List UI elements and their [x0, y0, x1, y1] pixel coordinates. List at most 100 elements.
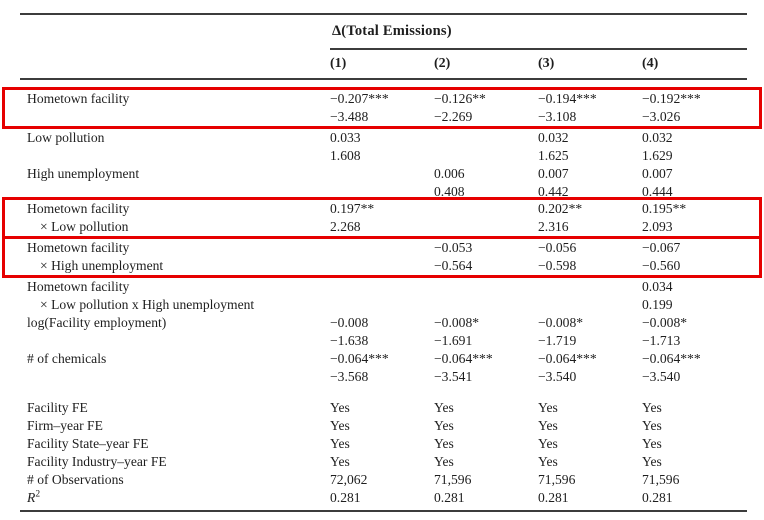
value-cell: −3.026: [642, 109, 681, 124]
value-cell: −1.638: [330, 333, 369, 348]
footer-row-group: Facility FE Yes Yes Yes Yes Firm–year FE Yes Ye…: [2, 399, 762, 507]
value-cell: −0.008*: [538, 315, 584, 330]
row-group: log(Facility employment) −0.008 −0.008* −0.…: [2, 314, 762, 350]
value-cell: Yes: [538, 436, 558, 451]
table-row: Low pollution 0.033 0.032 0.032: [5, 129, 759, 147]
value-cell: Yes: [642, 454, 662, 469]
value-cell: 71,596: [434, 472, 472, 487]
row-label: Hometown facility: [27, 240, 130, 255]
row-label: # of Observations: [27, 472, 124, 487]
value-cell: [538, 278, 642, 296]
value-cell: [434, 278, 538, 296]
value-cell: [434, 296, 538, 314]
value-cell: −0.560: [642, 258, 681, 273]
value-cell: Yes: [538, 400, 558, 415]
column-header: (1): [330, 56, 347, 71]
column-header: (4): [642, 56, 659, 71]
value-cell: −0.064***: [642, 351, 701, 366]
table-row: Hometown facility 0.197** 0.202** 0.195**: [5, 200, 759, 218]
value-cell: −3.540: [538, 369, 577, 384]
table-row: Facility FE Yes Yes Yes Yes: [5, 399, 759, 417]
row-label: × Low pollution: [40, 219, 129, 234]
table-row: −1.638 −1.691 −1.719 −1.713: [5, 332, 759, 350]
row-label: R2: [27, 489, 41, 505]
value-cell: −0.064***: [434, 351, 493, 366]
value-cell: −0.053: [434, 240, 473, 255]
value-cell: Yes: [330, 454, 350, 469]
table-row: log(Facility employment) −0.008 −0.008* −0.…: [5, 314, 759, 332]
value-cell: 1.625: [538, 148, 569, 163]
table-row: R2 0.281 0.281 0.281 0.281: [5, 489, 759, 507]
table-row: Facility Industry–year FE Yes Yes Yes Yes: [5, 453, 759, 471]
value-cell: 0.202**: [538, 201, 583, 216]
table-row: # of Observations 72,062 71,596 71,596 71,59…: [5, 471, 759, 489]
row-label: # of chemicals: [27, 351, 107, 366]
value-cell: 71,596: [642, 472, 680, 487]
table-row: × Low pollution x High unemployment 0.199: [5, 296, 759, 314]
row-label: [5, 332, 330, 350]
row-label: Hometown facility: [27, 91, 130, 106]
table-row: Hometown facility −0.207*** −0.126** −0.194…: [5, 90, 759, 108]
highlight-box: Hometown facility −0.207*** −0.126** −0.194…: [2, 87, 762, 129]
value-cell: 1.608: [330, 148, 361, 163]
value-cell: 0.199: [642, 297, 673, 312]
value-cell: [330, 183, 434, 201]
value-cell: 0.197**: [330, 201, 375, 216]
value-cell: 0.006: [434, 166, 465, 181]
value-cell: [330, 257, 434, 275]
table-row: × Low pollution 2.268 2.316 2.093: [5, 218, 759, 236]
table-row: Facility State–year FE Yes Yes Yes Yes: [5, 435, 759, 453]
row-label: Facility State–year FE: [27, 436, 149, 451]
value-cell: Yes: [330, 400, 350, 415]
value-cell: −0.008*: [434, 315, 480, 330]
value-cell: 0.442: [538, 184, 569, 199]
value-cell: 71,596: [538, 472, 576, 487]
table-row: 0.408 0.442 0.444: [5, 183, 759, 201]
value-cell: [434, 147, 538, 165]
column-header: (2): [434, 56, 451, 71]
table-row: × High unemployment −0.564 −0.598 −0.560: [5, 257, 759, 275]
value-cell: −0.564: [434, 258, 473, 273]
value-cell: [330, 296, 434, 314]
row-label: [5, 147, 330, 165]
value-cell: −3.540: [642, 369, 681, 384]
value-cell: 1.629: [642, 148, 673, 163]
value-cell: 0.195**: [642, 201, 687, 216]
value-cell: 0.033: [330, 130, 361, 145]
value-cell: [538, 296, 642, 314]
value-cell: [330, 239, 434, 257]
value-cell: Yes: [434, 436, 454, 451]
value-cell: −0.067: [642, 240, 681, 255]
value-cell: Yes: [642, 436, 662, 451]
value-cell: −0.056: [538, 240, 577, 255]
value-cell: 2.268: [330, 219, 361, 234]
row-label: [5, 368, 330, 386]
value-cell: [434, 200, 538, 218]
row-label: Hometown facility: [27, 201, 130, 216]
value-cell: −3.488: [330, 109, 369, 124]
table-row: Firm–year FE Yes Yes Yes Yes: [5, 417, 759, 435]
table-bottom-rule: [20, 510, 747, 512]
row-label: × High unemployment: [40, 258, 164, 273]
value-cell: −1.691: [434, 333, 473, 348]
row-label: Facility Industry–year FE: [27, 454, 167, 469]
table-top-rule: [20, 13, 747, 15]
value-cell: −1.713: [642, 333, 681, 348]
value-cell: 0.281: [642, 490, 673, 505]
column-headers: (1) (2) (3) (4): [330, 56, 746, 72]
value-cell: 0.444: [642, 184, 673, 199]
value-cell: Yes: [538, 418, 558, 433]
row-label: log(Facility employment): [27, 315, 167, 330]
row-label: Facility FE: [27, 400, 88, 415]
table-row: −3.488 −2.269 −3.108 −3.026: [5, 108, 759, 126]
value-cell: 0.034: [642, 279, 673, 294]
row-group: # of chemicals −0.064*** −0.064*** −0.064**…: [2, 350, 762, 386]
value-cell: −0.194***: [538, 91, 597, 106]
value-cell: 0.281: [330, 490, 361, 505]
value-cell: −2.269: [434, 109, 473, 124]
value-cell: Yes: [642, 418, 662, 433]
value-cell: Yes: [434, 400, 454, 415]
table-row: 1.608 1.625 1.629: [5, 147, 759, 165]
column-header: (3): [538, 56, 555, 71]
